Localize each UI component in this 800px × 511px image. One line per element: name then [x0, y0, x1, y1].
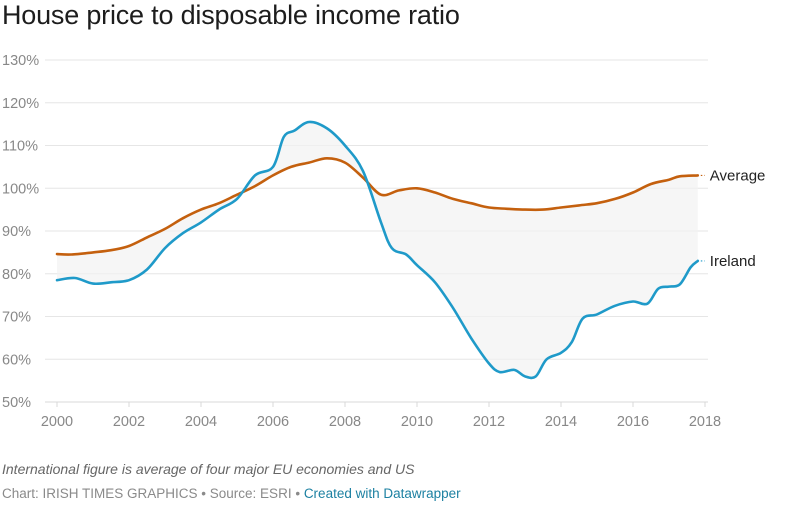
series-label-average: Average [710, 167, 766, 184]
y-axis: 50% 60% 70% 80% 90% 100% 110% 120% 130% [2, 53, 39, 411]
x-tick-label: 2010 [401, 414, 433, 430]
line-chart: 50% 60% 70% 80% 90% 100% 110% 120% 130% 2000 2002… [2, 53, 766, 430]
series-labels: Average Ireland [700, 167, 766, 270]
chart-byline: Chart: IRISH TIMES GRAPHICS • Source: ES… [2, 486, 461, 501]
series-line-ireland [55, 120, 700, 380]
y-tick-label: 110% [2, 139, 38, 155]
gridlines [45, 59, 708, 403]
x-tick-label: 2006 [257, 414, 289, 430]
series-label-ireland: Ireland [710, 253, 756, 270]
y-tick-label: 50% [2, 395, 31, 411]
x-tick-label: 2000 [41, 414, 73, 430]
byline-chart: Chart: IRISH TIMES GRAPHICS [2, 486, 198, 501]
x-tick-label: 2002 [113, 414, 145, 430]
byline-source: Source: ESRI [209, 486, 292, 501]
series-lines [55, 120, 700, 380]
byline-separator: • [197, 486, 210, 501]
chart-title: House price to disposable income ratio [2, 0, 460, 30]
y-tick-label: 120% [2, 96, 39, 112]
x-tick-label: 2004 [185, 414, 217, 430]
y-tick-label: 80% [2, 267, 31, 283]
x-axis: 2000 2002 2004 2006 2008 2010 2012 2014 2016 2018 [41, 402, 721, 430]
gap-area [57, 121, 698, 378]
x-tick-label: 2018 [689, 414, 721, 430]
x-tick-label: 2016 [617, 414, 649, 430]
y-tick-label: 70% [2, 310, 31, 326]
y-tick-label: 130% [2, 53, 39, 69]
y-tick-label: 60% [2, 352, 31, 368]
y-tick-label: 100% [2, 181, 39, 197]
y-tick-label: 90% [2, 224, 31, 240]
x-tick-label: 2014 [545, 414, 577, 430]
datawrapper-link[interactable]: Created with Datawrapper [303, 486, 461, 501]
x-tick-label: 2008 [329, 414, 361, 430]
byline-separator: • [291, 486, 304, 501]
x-tick-label: 2012 [473, 414, 505, 430]
chart-notes: International figure is average of four … [2, 461, 415, 477]
series-line-average [55, 157, 700, 256]
